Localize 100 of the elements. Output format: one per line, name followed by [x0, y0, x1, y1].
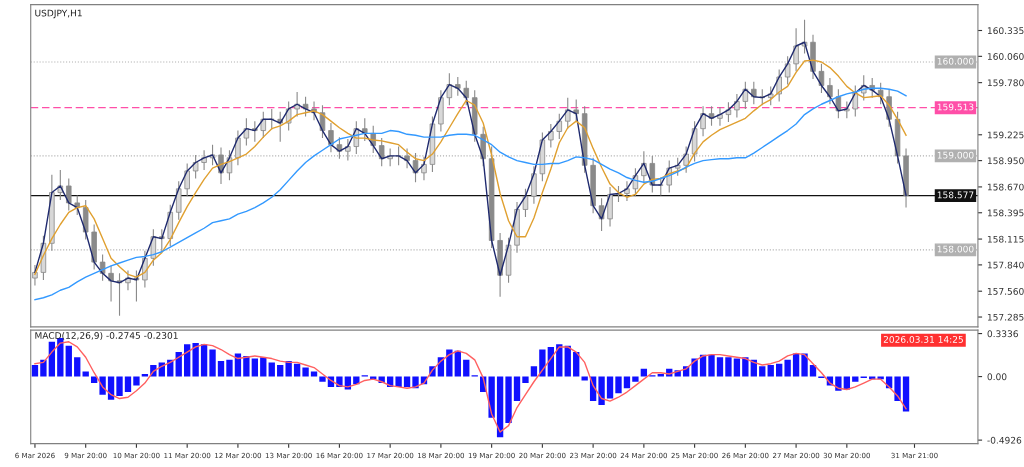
bar — [310, 371, 318, 377]
y-tick-label: -0.4926 — [987, 436, 1022, 444]
bar — [277, 364, 284, 377]
y-tick-label: 0.3336 — [987, 330, 1018, 338]
y-tick-label: 158.670 — [987, 183, 1024, 191]
y-tick-label: 159.225 — [987, 131, 1024, 139]
bar — [268, 362, 275, 377]
ref-line-label: 159.513 — [937, 103, 974, 111]
annotation: 2026.03.31 14:25 — [883, 336, 963, 343]
candlestick — [793, 27, 799, 72]
candlestick — [302, 96, 309, 118]
ref-line-label: 158.000 — [937, 245, 974, 253]
y-tick-label: 160.335 — [987, 27, 1024, 35]
text: USDJPY,H1 — [35, 9, 82, 19]
bar — [615, 376, 622, 394]
bar — [463, 359, 470, 377]
bar — [564, 345, 571, 377]
ref-line-label: 158.577 — [937, 191, 974, 199]
bar — [175, 352, 182, 377]
bar — [784, 359, 791, 377]
bar — [226, 359, 233, 377]
bar — [116, 376, 123, 396]
bar — [716, 357, 724, 377]
candlestick — [565, 97, 571, 130]
bar — [74, 357, 81, 377]
bar — [505, 376, 512, 424]
y-tick-label: 158.115 — [987, 235, 1024, 243]
candlestick — [201, 149, 207, 171]
bar — [40, 359, 47, 377]
y-tick-label: 157.285 — [987, 313, 1024, 321]
candlestick — [175, 180, 182, 221]
bar — [801, 353, 808, 377]
y-tick-label: 159.780 — [987, 79, 1024, 87]
candlestick — [260, 111, 267, 139]
bar — [725, 357, 732, 377]
bar — [522, 376, 529, 384]
bar — [640, 368, 648, 377]
bar — [251, 358, 259, 377]
candlestick — [531, 165, 537, 205]
bar — [65, 345, 72, 377]
y-tick-label: 158.950 — [987, 157, 1024, 165]
bar — [852, 376, 859, 382]
bar — [454, 350, 461, 377]
bar — [733, 358, 741, 377]
candlestick — [784, 55, 791, 86]
bar — [598, 376, 605, 405]
bar — [31, 364, 39, 377]
candlestick — [446, 72, 453, 106]
ref-line-label: 160.000 — [937, 57, 974, 65]
candlestick — [243, 117, 250, 147]
bar — [319, 376, 326, 382]
candlestick — [455, 76, 461, 97]
bar — [403, 376, 411, 387]
bar — [606, 376, 614, 399]
bar — [243, 355, 250, 377]
candlestick — [852, 84, 859, 118]
bar — [496, 376, 504, 438]
line-series — [34, 87, 907, 301]
bar — [809, 364, 817, 377]
bar — [200, 344, 208, 377]
candlestick — [734, 93, 740, 118]
candlestick — [404, 147, 410, 169]
bar — [217, 361, 225, 377]
bar — [124, 376, 132, 393]
candlestick — [827, 77, 833, 105]
bar — [158, 362, 165, 377]
bar — [708, 354, 715, 377]
bar — [293, 363, 301, 377]
candlestick — [378, 137, 385, 167]
ref-line-label: 159.000 — [937, 151, 974, 159]
bar — [657, 374, 664, 377]
bar — [573, 352, 580, 377]
bar — [184, 344, 191, 377]
candlestick — [66, 177, 72, 211]
bar — [302, 367, 309, 377]
candlestick — [818, 63, 825, 94]
bar — [82, 371, 89, 377]
bar — [530, 366, 538, 377]
bar — [835, 376, 842, 391]
candlestick — [108, 265, 114, 303]
y-tick-label: 158.395 — [987, 209, 1024, 217]
bar — [260, 357, 267, 377]
bar — [513, 376, 521, 402]
bar — [488, 376, 495, 418]
y-tick-label: 157.840 — [987, 261, 1024, 269]
bar — [141, 374, 149, 377]
bar — [776, 363, 783, 377]
chart-title: MACD(12,26,9) -0.2745 -0.2301 — [35, 331, 178, 340]
bar — [632, 376, 639, 382]
bar — [285, 361, 292, 377]
candlestick — [522, 188, 529, 218]
candlestick — [624, 180, 630, 202]
bar — [446, 349, 453, 377]
bar — [792, 353, 800, 377]
candlestick — [700, 105, 706, 137]
bar — [209, 349, 216, 377]
bar — [234, 353, 242, 377]
line-series — [34, 341, 907, 433]
y-tick-label: 160.060 — [987, 53, 1024, 60]
bar — [133, 376, 140, 386]
